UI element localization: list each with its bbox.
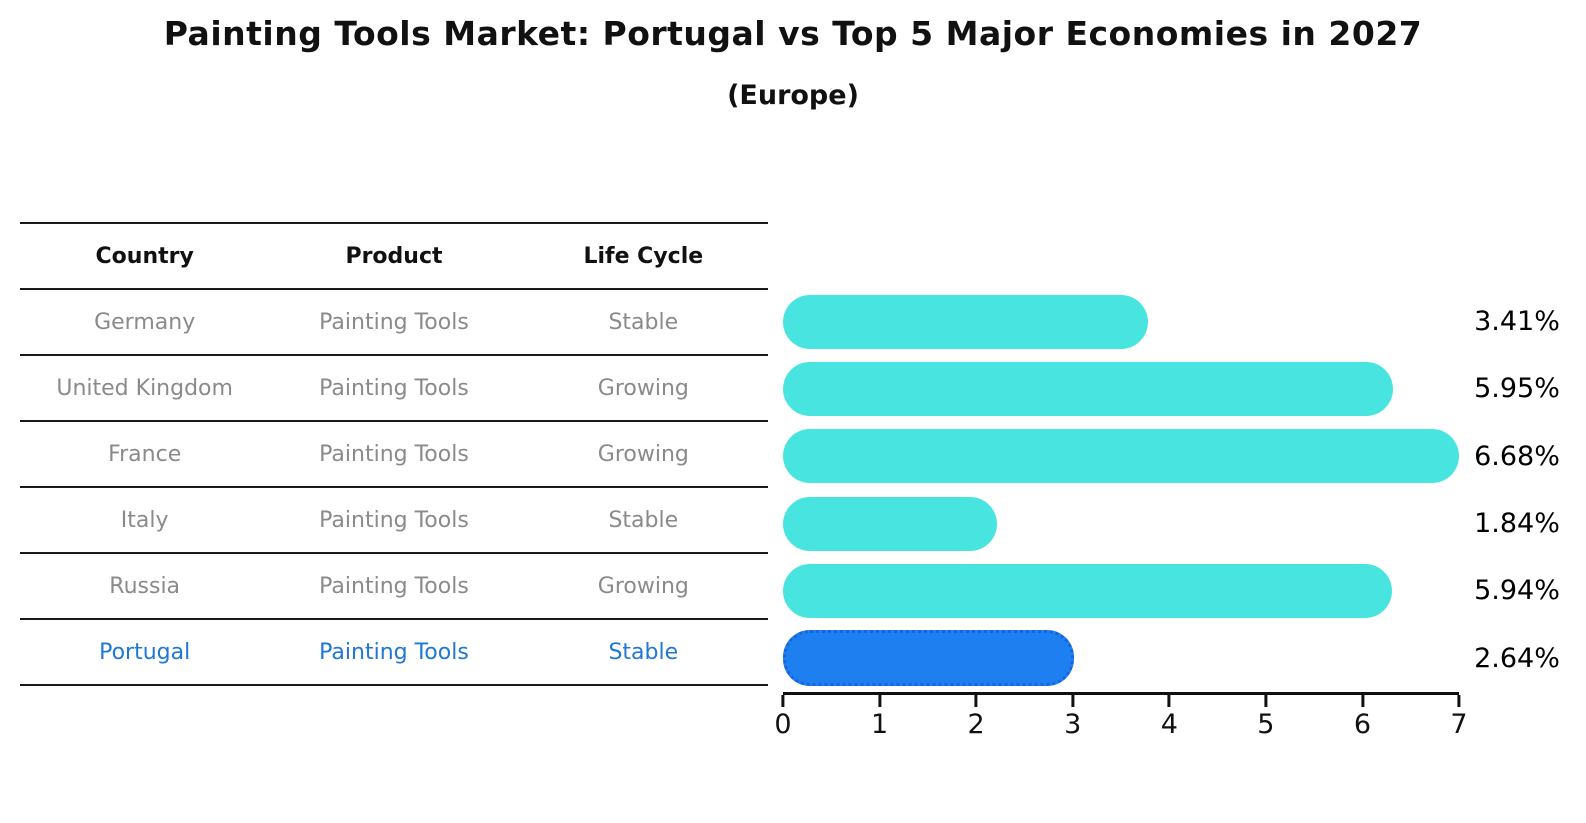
value-label-portugal: 2.64%	[1474, 642, 1560, 674]
bar-germany	[783, 294, 1149, 349]
tick-label: 1	[870, 709, 889, 740]
cell-country: Italy	[120, 507, 169, 533]
cell-product: Painting Tools	[319, 507, 469, 533]
page-title: Painting Tools Market: Portugal vs Top 5…	[163, 14, 1423, 53]
bar-row	[783, 557, 1459, 624]
bar-chart	[783, 288, 1459, 692]
value-label-russia: 5.94%	[1474, 575, 1560, 607]
tick-mark	[1167, 695, 1171, 707]
header-country: Country	[95, 243, 194, 269]
value-label-germany: 3.41%	[1474, 306, 1560, 338]
page-subtitle: (Europe)	[727, 80, 859, 111]
bar-russia	[783, 563, 1393, 618]
cell-life-cycle: Stable	[608, 639, 679, 665]
tick-mark	[1071, 695, 1075, 707]
tick-label: 0	[774, 709, 792, 740]
table-row-united-kingdom: United Kingdom Painting Tools Growing	[20, 356, 768, 422]
bar-united-kingdom	[783, 361, 1394, 416]
axis-tick: 2	[968, 695, 985, 740]
axis-tick: 5	[1257, 695, 1274, 740]
cell-country: France	[108, 441, 182, 467]
tick-mark	[1360, 695, 1364, 707]
cell-product: Painting Tools	[319, 309, 469, 335]
table-header-row: Country Product Life Cycle	[20, 224, 768, 290]
market-table: Country Product Life Cycle Germany Paint…	[20, 222, 768, 686]
axis-tick: 6	[1354, 695, 1371, 740]
axis-tick: 7	[1450, 695, 1468, 740]
cell-product: Painting Tools	[319, 375, 469, 401]
tick-label: 3	[1064, 709, 1082, 740]
value-label-united-kingdom: 5.95%	[1474, 373, 1560, 405]
bar-row	[783, 288, 1459, 355]
table-row-portugal: Portugal Painting Tools Stable	[20, 620, 768, 686]
tick-label: 4	[1160, 709, 1178, 740]
value-label-column: 3.41% 5.95% 6.68% 1.84% 5.94% 2.64%	[1462, 288, 1572, 692]
cell-life-cycle: Stable	[608, 507, 679, 533]
value-label-italy: 1.84%	[1474, 508, 1560, 540]
bar-italy	[783, 496, 997, 551]
cell-country: United Kingdom	[56, 375, 233, 401]
axis-tick: 1	[871, 695, 888, 740]
cell-life-cycle: Growing	[597, 375, 689, 401]
cell-life-cycle: Growing	[597, 573, 689, 599]
tick-mark	[781, 695, 785, 707]
value-label-france: 6.68%	[1474, 440, 1560, 472]
tick-mark	[1457, 695, 1461, 707]
tick-label: 5	[1257, 709, 1275, 740]
bar-france	[783, 429, 1459, 484]
cell-life-cycle: Stable	[608, 309, 679, 335]
tick-mark	[878, 695, 882, 707]
header-life-cycle: Life Cycle	[583, 243, 704, 269]
axis-tick: 4	[1161, 695, 1178, 740]
cell-country: Russia	[109, 573, 181, 599]
bar-row	[783, 423, 1459, 490]
tick-label: 7	[1450, 709, 1468, 740]
axis-tick: 3	[1064, 695, 1081, 740]
tick-mark	[974, 695, 978, 707]
cell-product: Painting Tools	[319, 441, 469, 467]
cell-product: Painting Tools	[319, 639, 469, 665]
table-row-france: France Painting Tools Growing	[20, 422, 768, 488]
bar-row	[783, 490, 1459, 557]
cell-country: Germany	[94, 309, 196, 335]
table-row-russia: Russia Painting Tools Growing	[20, 554, 768, 620]
tick-label: 6	[1353, 709, 1372, 740]
cell-product: Painting Tools	[319, 573, 469, 599]
tick-mark	[1264, 695, 1268, 707]
bar-row	[783, 625, 1459, 692]
table-row-italy: Italy Painting Tools Stable	[20, 488, 768, 554]
tick-label: 2	[967, 709, 985, 740]
cell-life-cycle: Growing	[597, 441, 689, 467]
cell-country: Portugal	[99, 639, 191, 665]
axis-tick: 0	[774, 695, 792, 740]
header-product: Product	[345, 243, 443, 269]
table-row-germany: Germany Painting Tools Stable	[20, 290, 768, 356]
x-axis: 0 1 2 3 4 5 6 7	[774, 692, 1468, 750]
bar-portugal	[783, 630, 1074, 687]
bar-row	[783, 355, 1459, 422]
